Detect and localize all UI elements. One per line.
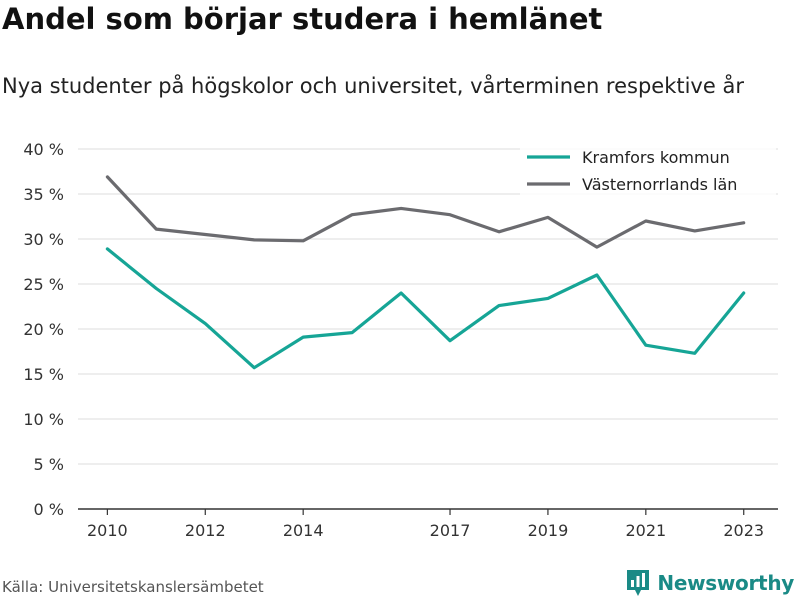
- newsworthy-logo-icon: [627, 570, 650, 596]
- legend-label: Västernorrlands län: [582, 175, 737, 194]
- y-tick-label: 30 %: [23, 230, 64, 249]
- series-line-vasternorrlands-lan: [105, 175, 746, 249]
- legend: Kramfors kommun Västernorrlands län: [520, 140, 776, 200]
- y-tick-label: 35 %: [23, 185, 64, 204]
- brand-logo: Newsworthy: [625, 568, 794, 598]
- x-tick-label: 2023: [723, 521, 764, 540]
- y-tick-label: 10 %: [23, 410, 64, 429]
- x-tick-label: 2021: [625, 521, 666, 540]
- y-tick-label: 20 %: [23, 320, 64, 339]
- brand-name: Newsworthy: [657, 571, 794, 595]
- x-axis: 2010 2012 2014 2017 2019 2021 2023: [78, 508, 778, 540]
- y-axis-ticks: 0 % 5 % 10 % 15 % 20 % 25 % 30 % 35 % 40 %: [23, 140, 64, 519]
- x-tick-label: 2017: [430, 521, 471, 540]
- x-tick-label: 2014: [283, 521, 324, 540]
- y-tick-label: 5 %: [34, 455, 64, 474]
- legend-background: [520, 140, 776, 200]
- y-tick-label: 15 %: [23, 365, 64, 384]
- x-tick-label: 2019: [528, 521, 569, 540]
- line-chart: 0 %5 %10 %15 %20 %25 %30 %35 %40 % 2010 2…: [23, 140, 778, 540]
- series-line-kramfors-kommun: [105, 247, 746, 370]
- x-tick-label: 2012: [185, 521, 226, 540]
- chart-title: Andel som börjar studera i hemlänet: [2, 2, 603, 36]
- y-tick-label: 40 %: [23, 140, 64, 159]
- source-note: Källa: Universitetskanslersämbetet: [2, 578, 264, 596]
- series-lines: [105, 175, 746, 370]
- chart-subtitle: Nya studenter på högskolor och universit…: [2, 74, 744, 98]
- y-tick-label: 25 %: [23, 275, 64, 294]
- x-tick-label: 2010: [87, 521, 128, 540]
- legend-label: Kramfors kommun: [582, 148, 730, 167]
- y-tick-label: 0 %: [34, 500, 64, 519]
